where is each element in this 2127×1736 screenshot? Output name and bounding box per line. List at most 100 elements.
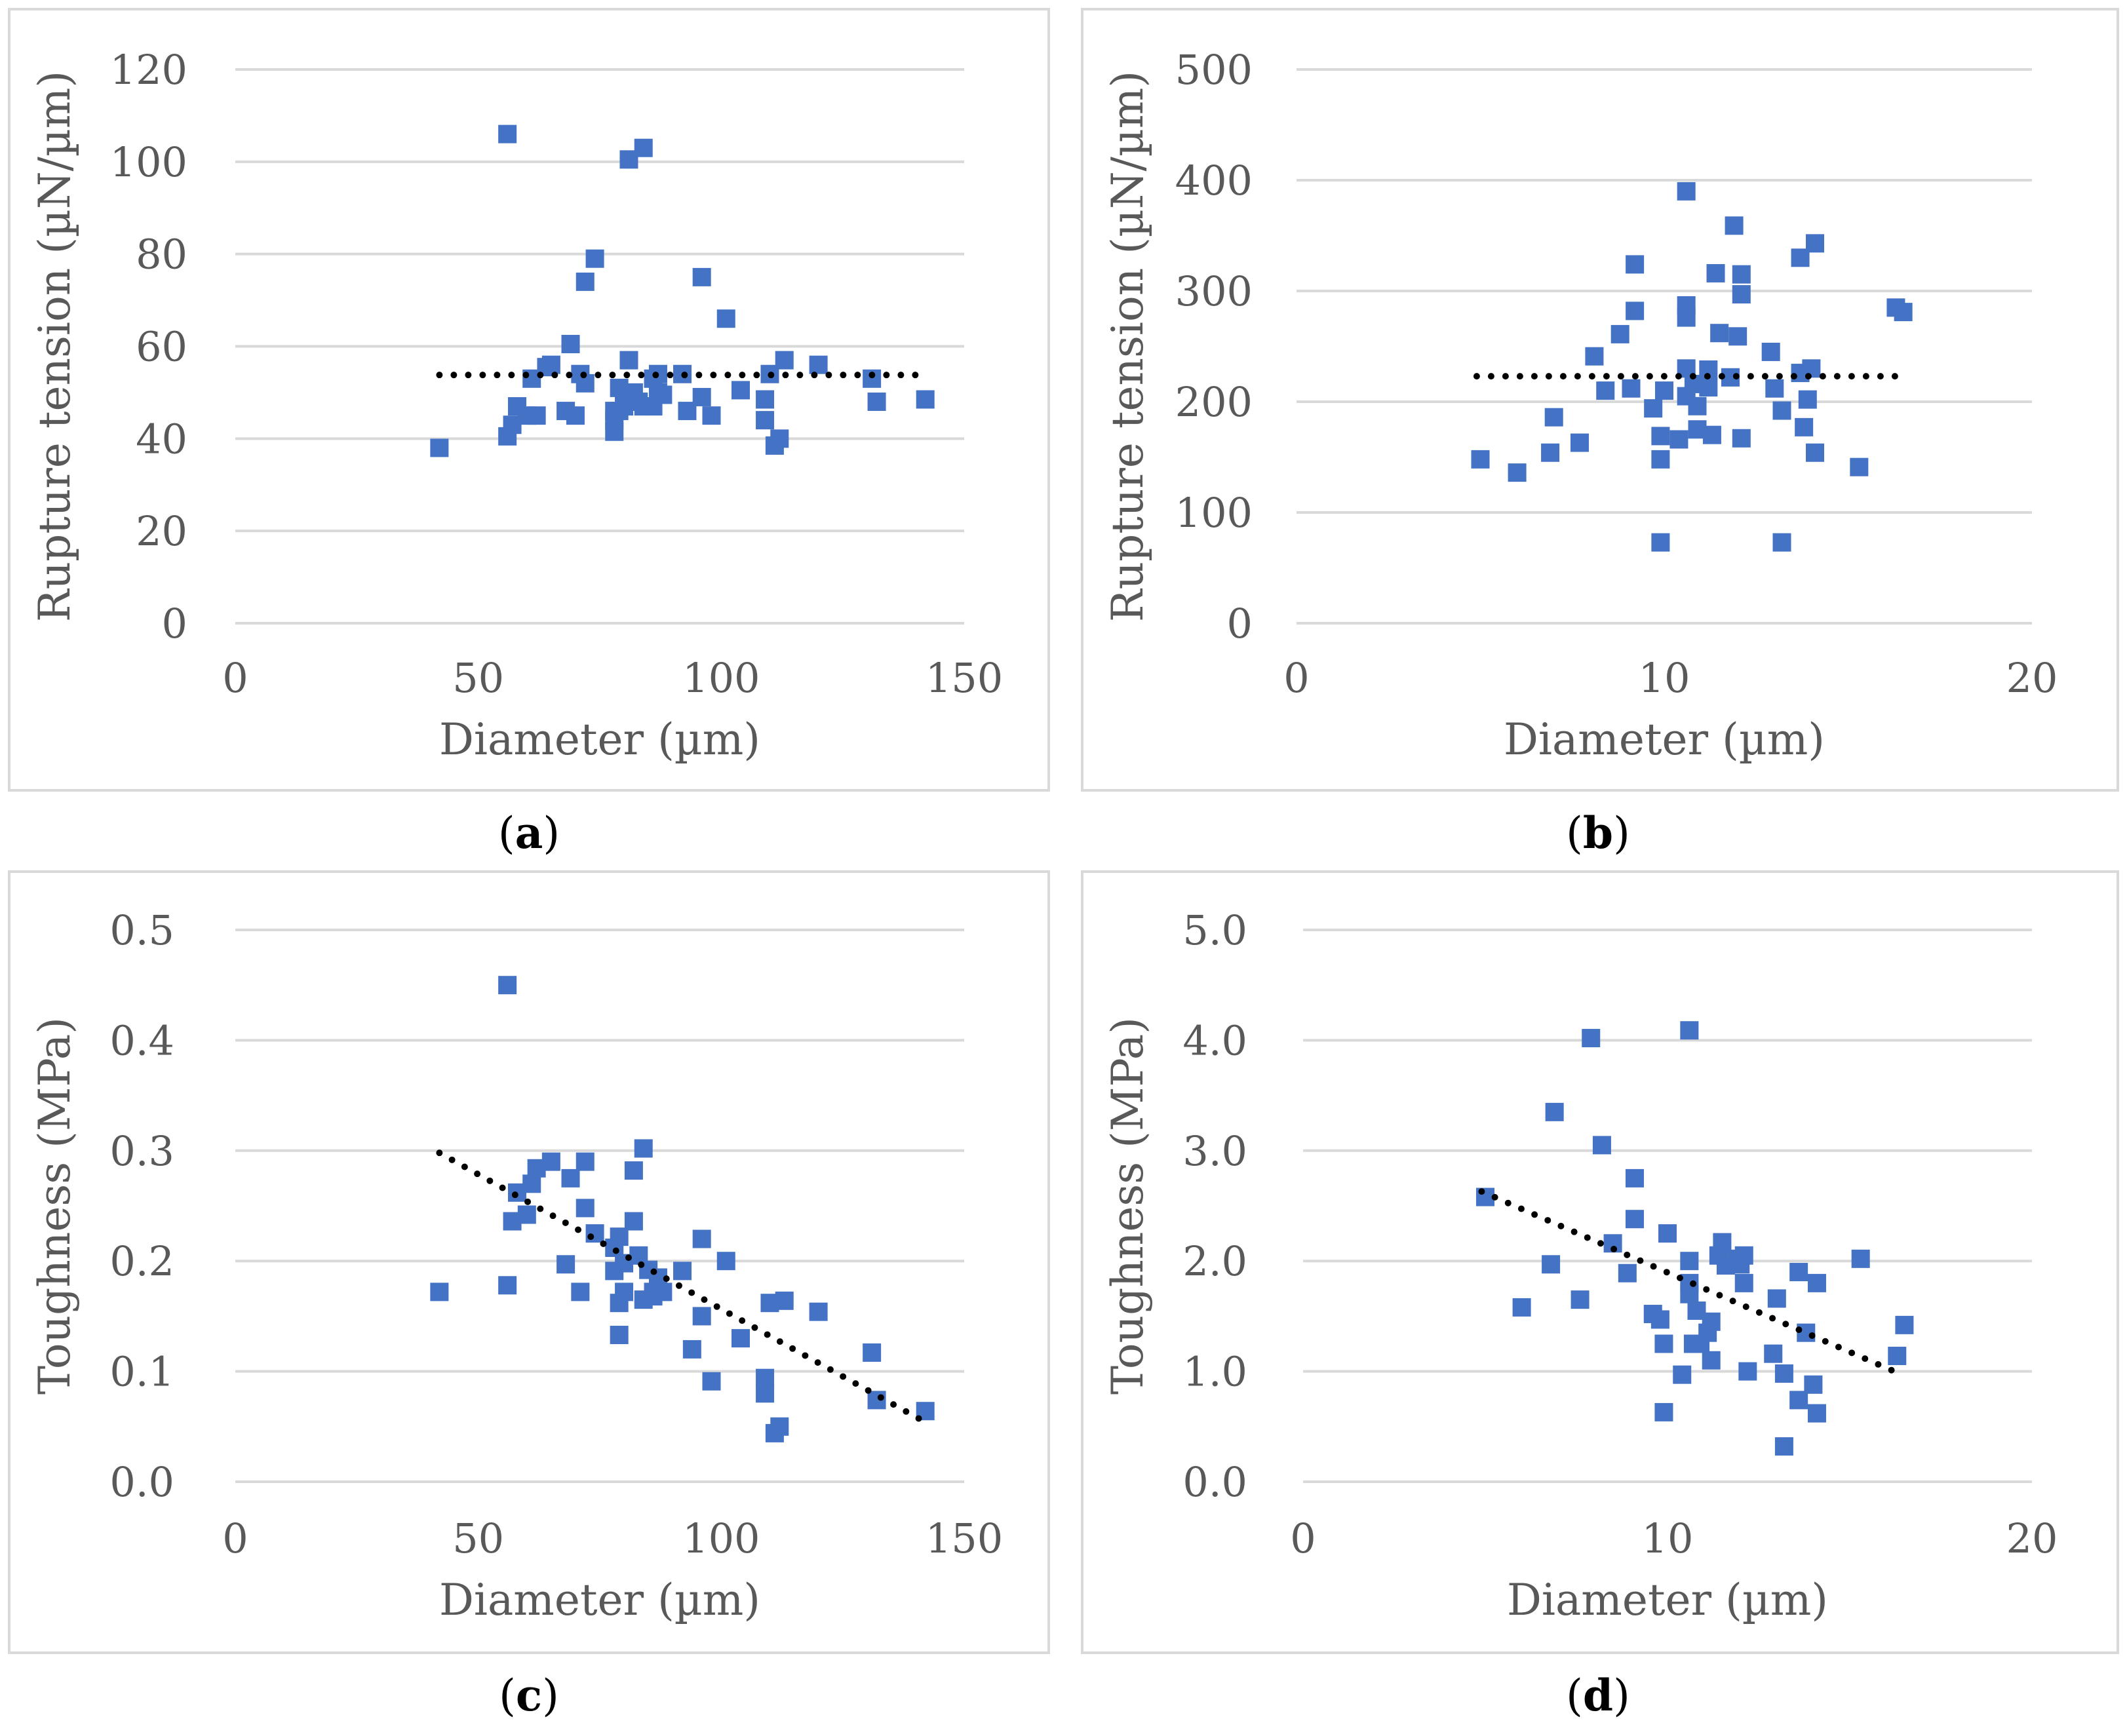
- x-tick-label: 50: [452, 1514, 504, 1562]
- trendline: [1478, 1188, 1908, 1379]
- y-tick-label: 0.1: [109, 1348, 174, 1396]
- data-point: [1806, 234, 1825, 253]
- data-point: [1582, 1029, 1601, 1048]
- data-point: [1699, 378, 1718, 397]
- data-point: [1658, 1224, 1677, 1243]
- x-tick-label: 20: [2006, 654, 2058, 702]
- data-point: [576, 1199, 595, 1218]
- x-tick-label: 100: [682, 1514, 760, 1562]
- x-tick-label: 0: [1290, 1514, 1316, 1562]
- caption-a: (a): [498, 807, 560, 858]
- data-point: [610, 1227, 629, 1246]
- data-point: [692, 1229, 711, 1248]
- data-point: [770, 429, 789, 448]
- data-point: [1471, 450, 1490, 469]
- panel-d: 0.0 1.0 2.0 3.0 4.0 5.0 0 10 20 Diameter (µm) Toug…: [1081, 870, 2119, 1654]
- data-point: [1706, 263, 1725, 282]
- data-point: [1677, 182, 1696, 201]
- data-point: [1622, 379, 1641, 398]
- data-point: [541, 1152, 560, 1171]
- data-point: [1651, 450, 1670, 469]
- y-tick-label: 5.0: [1182, 906, 1247, 954]
- data-point: [1680, 1252, 1699, 1271]
- data-point: [1688, 396, 1707, 415]
- data-point: [634, 1139, 653, 1158]
- x-tick-label: 10: [1639, 654, 1690, 702]
- data-point: [1545, 1102, 1564, 1121]
- data-point: [1585, 347, 1604, 366]
- data-point: [1673, 1365, 1692, 1384]
- y-tick-label: 4.0: [1182, 1016, 1247, 1064]
- data-point: [522, 1174, 541, 1193]
- x-tick-label: 0: [1283, 654, 1309, 702]
- data-point: [430, 1283, 449, 1302]
- y-axis-label: Toughness (MPa): [29, 1017, 80, 1395]
- data-point: [624, 1161, 643, 1180]
- data-point: [634, 138, 653, 157]
- data-point: [1732, 265, 1751, 284]
- x-axis-label: Diameter (µm): [439, 714, 760, 765]
- data-point: [863, 1343, 882, 1362]
- y-tick-label: 0.2: [109, 1237, 174, 1285]
- data-point: [867, 393, 886, 411]
- y-tick-label: 0: [162, 600, 187, 647]
- data-point: [1655, 381, 1673, 400]
- data-point: [916, 390, 935, 409]
- data-point: [585, 249, 604, 268]
- data-point: [624, 1212, 643, 1231]
- data-point: [654, 1283, 673, 1302]
- data-point: [1654, 1334, 1673, 1353]
- data-point: [1767, 1289, 1786, 1308]
- data-point: [1734, 1246, 1753, 1265]
- y-axis-label: Rupture tension (µN/µm): [29, 71, 80, 622]
- data-point: [1596, 381, 1615, 400]
- data-point: [731, 1329, 750, 1348]
- data-point: [527, 406, 546, 425]
- x-tick-label: 100: [682, 654, 760, 702]
- data-point: [498, 125, 517, 144]
- y-tick-label: 40: [136, 415, 187, 463]
- data-point: [809, 1302, 828, 1321]
- panel-c: 0.0 0.1 0.2 0.3 0.4 0.5 0 50 100 150 Diameter (µm)…: [8, 870, 1050, 1654]
- data-point: [619, 351, 638, 370]
- data-point: [1625, 1210, 1644, 1229]
- data-point: [610, 1326, 629, 1345]
- panel-b: 0 100 200 300 400 500 0 10 20 Diameter (µm) Ruptur…: [1081, 8, 2119, 792]
- y-tick-label: 0: [1227, 600, 1253, 647]
- data-point: [1802, 359, 1821, 378]
- data-point: [1680, 1021, 1699, 1040]
- data-point: [1592, 1136, 1611, 1155]
- data-point: [1789, 1391, 1808, 1410]
- data-point: [1544, 408, 1563, 427]
- y-tick-label: 2.0: [1182, 1237, 1247, 1285]
- y-tick-label: 20: [136, 507, 187, 555]
- data-point: [716, 309, 735, 328]
- data-point: [1669, 430, 1688, 449]
- y-tick-label: 0.5: [109, 906, 174, 954]
- y-tick-label: 1.0: [1182, 1348, 1247, 1396]
- x-axis-label: Diameter (µm): [1504, 714, 1825, 765]
- data-point: [561, 334, 580, 353]
- data-point: [702, 406, 721, 425]
- data-point: [1651, 533, 1670, 552]
- data-point: [673, 1262, 692, 1281]
- data-point: [1651, 427, 1670, 446]
- data-point: [561, 1168, 580, 1187]
- data-point: [1702, 1312, 1721, 1331]
- data-point: [1765, 379, 1784, 398]
- data-point: [1508, 463, 1527, 482]
- data-point: [1807, 1404, 1826, 1423]
- y-tick-label: 300: [1175, 267, 1253, 315]
- caption-c: (c): [499, 1670, 559, 1721]
- data-point: [556, 1255, 576, 1274]
- data-point: [1732, 429, 1751, 448]
- data-point: [1795, 417, 1814, 436]
- data-point: [731, 381, 750, 400]
- data-point: [1734, 1273, 1753, 1292]
- data-point: [1732, 285, 1751, 304]
- data-point: [702, 1372, 721, 1391]
- x-tick-label: 0: [222, 1514, 248, 1562]
- data-point: [1618, 1263, 1637, 1283]
- data-point: [809, 355, 828, 374]
- data-point: [430, 438, 449, 457]
